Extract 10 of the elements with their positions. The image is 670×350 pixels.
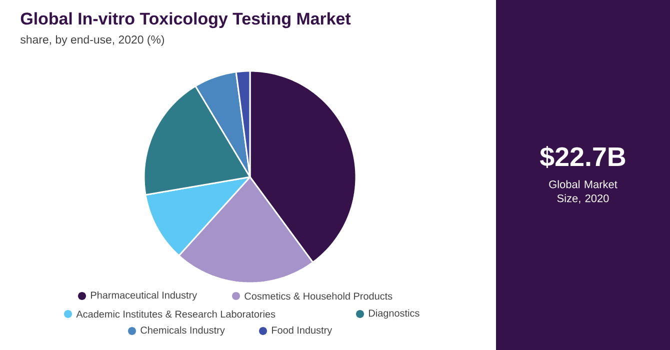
text: $22.7B <box>540 146 626 168</box>
chart-subtitle: share, by end-use, 2020 (%) <box>20 35 164 46</box>
chart-title: Global In-vitro Toxicology Testing Market <box>20 12 351 28</box>
legend-label: Cosmetics & Household Products <box>244 292 392 300</box>
legend-label: Diagnostics <box>369 309 420 319</box>
text: Global Market Size, 2020 <box>549 180 618 204</box>
legend-label: Academic Institutes & Research Laboratories <box>76 310 276 318</box>
legend-label: Chemicals Industry <box>140 326 225 336</box>
legend-label: Food Industry <box>272 326 332 336</box>
legend-label: Pharmaceutical Industry <box>91 291 198 301</box>
